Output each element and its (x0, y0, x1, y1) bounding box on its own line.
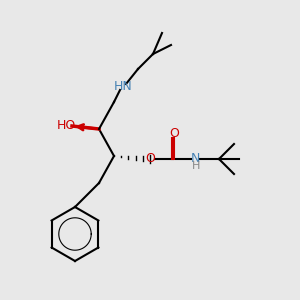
Text: N: N (190, 152, 200, 166)
Text: O: O (169, 127, 179, 140)
Text: HO: HO (56, 119, 76, 133)
Text: O: O (145, 152, 155, 166)
Text: H: H (192, 161, 201, 172)
Text: HN: HN (114, 80, 132, 94)
